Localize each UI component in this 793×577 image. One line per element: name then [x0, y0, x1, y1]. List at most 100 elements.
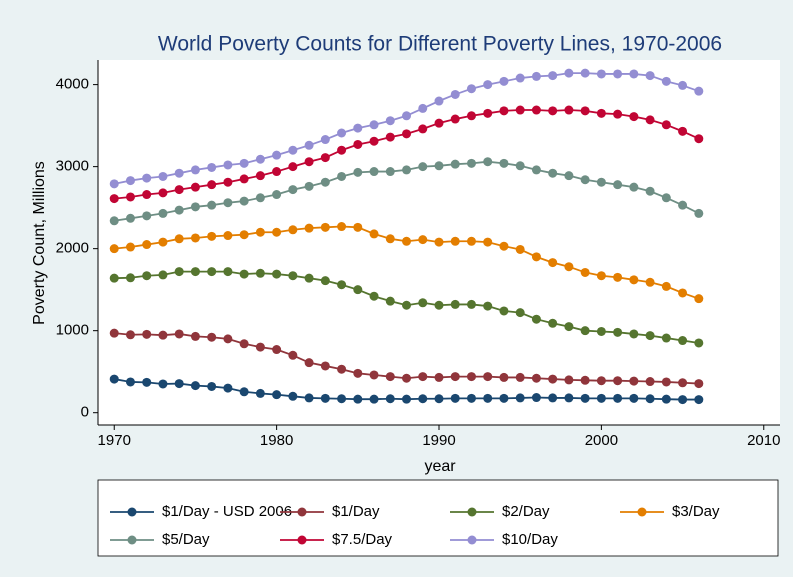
- data-point: [548, 258, 558, 268]
- data-point: [483, 80, 493, 90]
- data-point: [353, 394, 363, 404]
- data-point: [515, 393, 525, 403]
- data-point: [369, 229, 379, 239]
- data-point: [515, 161, 525, 171]
- data-point: [207, 180, 217, 190]
- data-point: [661, 377, 671, 387]
- data-point: [466, 393, 476, 403]
- data-point: [255, 342, 265, 352]
- data-point: [434, 300, 444, 310]
- data-point: [483, 108, 493, 118]
- legend-label: $3/Day: [672, 503, 720, 520]
- data-point: [678, 200, 688, 210]
- data-point: [678, 336, 688, 346]
- x-tick-label: 1990: [422, 432, 455, 449]
- data-point: [353, 123, 363, 133]
- data-point: [661, 281, 671, 291]
- data-point: [174, 168, 184, 178]
- data-point: [402, 300, 412, 310]
- data-point: [402, 111, 412, 121]
- data-point: [402, 129, 412, 139]
- legend-box: [97, 479, 779, 557]
- data-point: [548, 318, 558, 328]
- data-point: [255, 154, 265, 164]
- data-point: [190, 165, 200, 175]
- data-point: [694, 134, 704, 144]
- data-point: [629, 329, 639, 339]
- legend-label: $10/Day: [502, 531, 558, 548]
- y-tick-label: 1000: [56, 322, 89, 339]
- data-point: [207, 231, 217, 241]
- data-point: [385, 372, 395, 382]
- data-point: [223, 160, 233, 170]
- data-point: [434, 161, 444, 171]
- data-point: [694, 294, 704, 304]
- data-point: [694, 395, 704, 405]
- data-point: [499, 241, 509, 251]
- data-point: [125, 273, 135, 283]
- data-point: [694, 208, 704, 218]
- data-point: [320, 276, 330, 286]
- legend-label: $1/Day: [332, 503, 380, 520]
- data-point: [174, 329, 184, 339]
- data-point: [223, 383, 233, 393]
- data-point: [142, 173, 152, 183]
- data-point: [125, 176, 135, 186]
- data-point: [564, 68, 574, 78]
- data-point: [190, 202, 200, 212]
- data-point: [596, 326, 606, 336]
- x-tick-label: 2000: [585, 432, 618, 449]
- data-point: [272, 167, 282, 177]
- data-point: [369, 120, 379, 130]
- data-point: [450, 299, 460, 309]
- data-point: [613, 393, 623, 403]
- legend-label: $5/Day: [162, 531, 210, 548]
- data-point: [531, 393, 541, 403]
- data-point: [402, 394, 412, 404]
- data-point: [466, 158, 476, 168]
- data-point: [629, 182, 639, 192]
- data-point: [239, 196, 249, 206]
- data-point: [272, 190, 282, 200]
- data-point: [596, 393, 606, 403]
- data-point: [580, 267, 590, 277]
- data-point: [580, 375, 590, 385]
- data-point: [158, 188, 168, 198]
- data-point: [483, 157, 493, 167]
- data-point: [434, 96, 444, 106]
- data-point: [223, 198, 233, 208]
- data-point: [499, 158, 509, 168]
- data-point: [109, 374, 119, 384]
- data-point: [580, 326, 590, 336]
- data-point: [629, 112, 639, 122]
- data-point: [288, 225, 298, 235]
- data-point: [109, 328, 119, 338]
- data-point: [418, 235, 428, 245]
- data-point: [434, 237, 444, 247]
- y-tick-label: 0: [81, 404, 89, 421]
- data-point: [450, 114, 460, 124]
- data-point: [694, 338, 704, 348]
- data-point: [694, 86, 704, 96]
- data-point: [158, 171, 168, 181]
- data-point: [272, 150, 282, 160]
- data-point: [499, 372, 509, 382]
- data-point: [645, 71, 655, 81]
- data-point: [645, 394, 655, 404]
- data-point: [385, 296, 395, 306]
- chart-title: World Poverty Counts for Different Pover…: [158, 33, 722, 56]
- data-point: [255, 227, 265, 237]
- data-point: [109, 216, 119, 226]
- data-point: [450, 393, 460, 403]
- legend-marker: [467, 507, 477, 517]
- data-point: [418, 298, 428, 308]
- data-point: [645, 331, 655, 341]
- data-point: [645, 186, 655, 196]
- data-point: [418, 394, 428, 404]
- data-point: [223, 267, 233, 277]
- data-point: [483, 393, 493, 403]
- data-point: [142, 240, 152, 250]
- data-point: [531, 373, 541, 383]
- data-point: [223, 177, 233, 187]
- data-point: [174, 185, 184, 195]
